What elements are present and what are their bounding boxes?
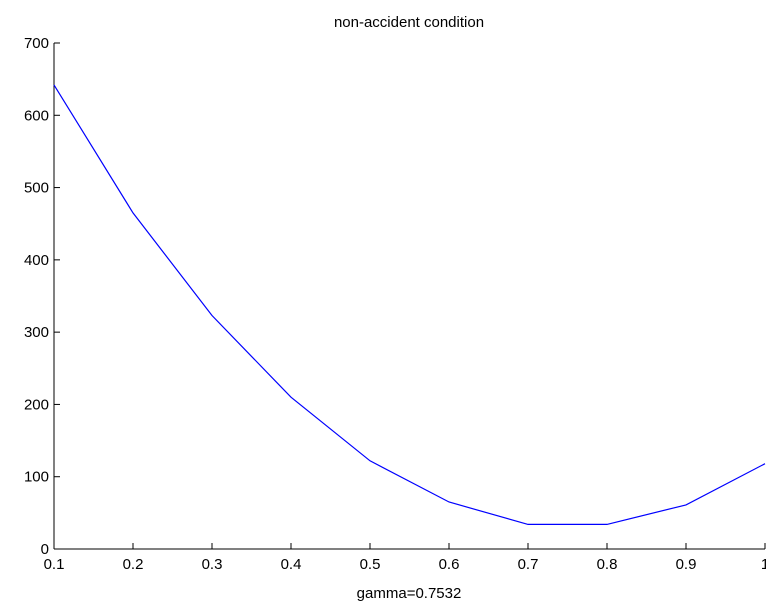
x-tick-label: 1 bbox=[761, 556, 766, 573]
x-tick-label: 0.5 bbox=[360, 556, 381, 573]
x-tick-label: 0.3 bbox=[202, 556, 223, 573]
y-tick-label: 100 bbox=[24, 469, 49, 486]
x-tick-label: 0.1 bbox=[44, 556, 65, 573]
x-axis-label: gamma=0.7532 bbox=[357, 585, 462, 602]
y-tick-label: 200 bbox=[24, 396, 49, 413]
plot-area bbox=[53, 84, 766, 526]
x-tick-label: 0.6 bbox=[439, 556, 460, 573]
tick-marks: 0.1 0.2 0.3 0.4 0.5 0.6 0.7 0.8 0.9 1 0 100 200 300 40… bbox=[24, 35, 766, 573]
y-tick-label: 600 bbox=[24, 107, 49, 124]
y-tick-label: 0 bbox=[41, 541, 49, 558]
chart-title: non-accident condition bbox=[334, 14, 484, 31]
x-tick-label: 0.2 bbox=[123, 556, 144, 573]
x-tick-label: 0.7 bbox=[518, 556, 539, 573]
y-tick-label: 500 bbox=[24, 180, 49, 197]
y-tick-label: 300 bbox=[24, 324, 49, 341]
y-tick-label: 700 bbox=[24, 35, 49, 52]
x-tick-label: 0.8 bbox=[597, 556, 618, 573]
axes bbox=[53, 43, 765, 550]
y-tick-label: 400 bbox=[24, 252, 49, 269]
x-tick-label: 0.9 bbox=[676, 556, 697, 573]
x-tick-label: 0.4 bbox=[281, 556, 302, 573]
series-line bbox=[53, 84, 766, 526]
